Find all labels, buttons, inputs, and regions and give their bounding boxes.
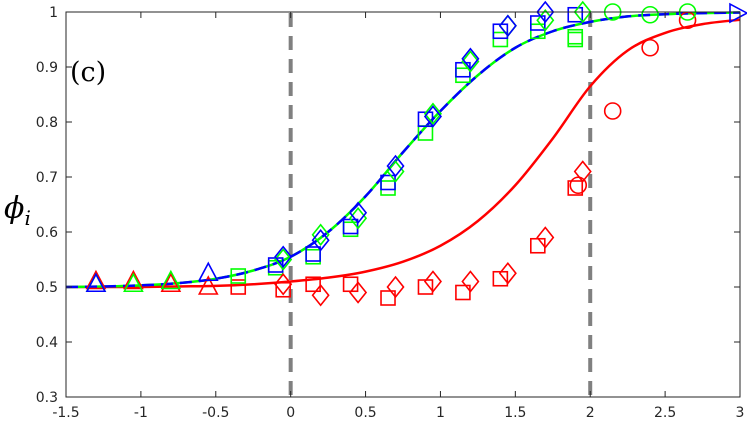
- circle-marker: [641, 38, 659, 57]
- x-axis: -1.5 -1 -0.5 0 0.5 1 1.5 2 2.5 3: [52, 12, 744, 421]
- circle-marker: [641, 5, 659, 24]
- fit-curve: [65, 11, 741, 289]
- diamond-marker: [311, 228, 330, 252]
- diamond-marker: [461, 50, 480, 73]
- x-tick-label: -1.5: [52, 405, 79, 421]
- plot-frame: [65, 11, 741, 398]
- square-marker: [492, 31, 509, 48]
- y-tick-label: 0.9: [36, 60, 58, 76]
- diamond-marker: [274, 272, 293, 296]
- square-marker: [305, 276, 321, 293]
- y-tick-label: 0.5: [36, 280, 58, 296]
- diamond-marker: [423, 102, 442, 126]
- diamond-marker: [573, 0, 592, 24]
- diamond-marker: [386, 275, 405, 299]
- y-tick-label: 1: [49, 5, 58, 21]
- panel-label: (c): [70, 57, 106, 88]
- triangle-up-marker: [85, 272, 107, 293]
- plot-area: [66, 12, 740, 397]
- x-tick-label: 2.5: [654, 405, 676, 421]
- diamond-marker: [498, 14, 517, 38]
- triangle-up-marker: [160, 269, 182, 290]
- triangle-up-marker: [197, 275, 219, 295]
- diamond-marker: [386, 154, 405, 178]
- diamond-marker: [311, 283, 330, 307]
- triangle-up-marker: [123, 272, 144, 293]
- x-tick-label: 0: [286, 405, 295, 421]
- x-tick-label: -1: [134, 405, 148, 421]
- y-axis-label: ϕi: [4, 191, 31, 230]
- square-marker: [305, 246, 321, 262]
- diamond-marker: [536, 0, 555, 24]
- diamond-marker: [498, 261, 517, 285]
- triangle-up-marker: [197, 261, 219, 282]
- y-tick-label: 0.4: [36, 335, 58, 351]
- y-tick-label: 0.7: [36, 170, 58, 186]
- reference-lines: [288, 13, 593, 396]
- y-tick-label: 0.6: [36, 225, 58, 241]
- circle-marker: [569, 176, 588, 195]
- y-tick-label: 0.8: [36, 115, 58, 131]
- diamond-marker: [423, 105, 442, 128]
- diamond-marker: [423, 270, 442, 293]
- diamond-marker: [311, 223, 330, 247]
- square-marker: [567, 180, 584, 196]
- x-tick-label: 2: [586, 405, 595, 421]
- diamond-marker: [274, 245, 293, 269]
- triangle-up-marker: [160, 272, 182, 293]
- square-marker: [529, 15, 546, 31]
- triangle-right-marker: [729, 2, 747, 24]
- triangle-up-marker: [123, 269, 144, 290]
- square-marker: [380, 174, 396, 191]
- x-tick-label: 3: [736, 405, 745, 421]
- data-markers: [85, 0, 747, 307]
- x-tick-label: -0.5: [202, 405, 229, 421]
- x-tick-label: 1.5: [504, 405, 526, 421]
- diamond-marker: [536, 226, 555, 249]
- square-marker: [529, 23, 546, 40]
- square-marker: [230, 279, 247, 295]
- square-marker: [455, 284, 471, 301]
- diamond-marker: [461, 270, 480, 293]
- diamond-marker: [274, 248, 293, 271]
- triangle-up-marker: [85, 269, 107, 290]
- diamond-marker: [461, 47, 480, 71]
- x-tick-label: 1: [436, 405, 445, 421]
- y-axis: 0.3 0.4 0.5 0.6 0.7 0.8 0.9 1: [36, 5, 740, 406]
- y-tick-label: 0.3: [36, 390, 58, 406]
- x-tick-label: 0.5: [354, 405, 376, 421]
- square-marker: [567, 6, 584, 23]
- diamond-marker: [536, 8, 555, 32]
- diamond-marker: [349, 201, 368, 225]
- diamond-marker: [349, 281, 368, 304]
- square-marker: [275, 281, 291, 298]
- square-marker: [230, 268, 247, 284]
- square-marker: [567, 31, 584, 48]
- diamond-marker: [573, 160, 592, 183]
- square-marker: [380, 290, 396, 306]
- circle-marker: [603, 102, 622, 120]
